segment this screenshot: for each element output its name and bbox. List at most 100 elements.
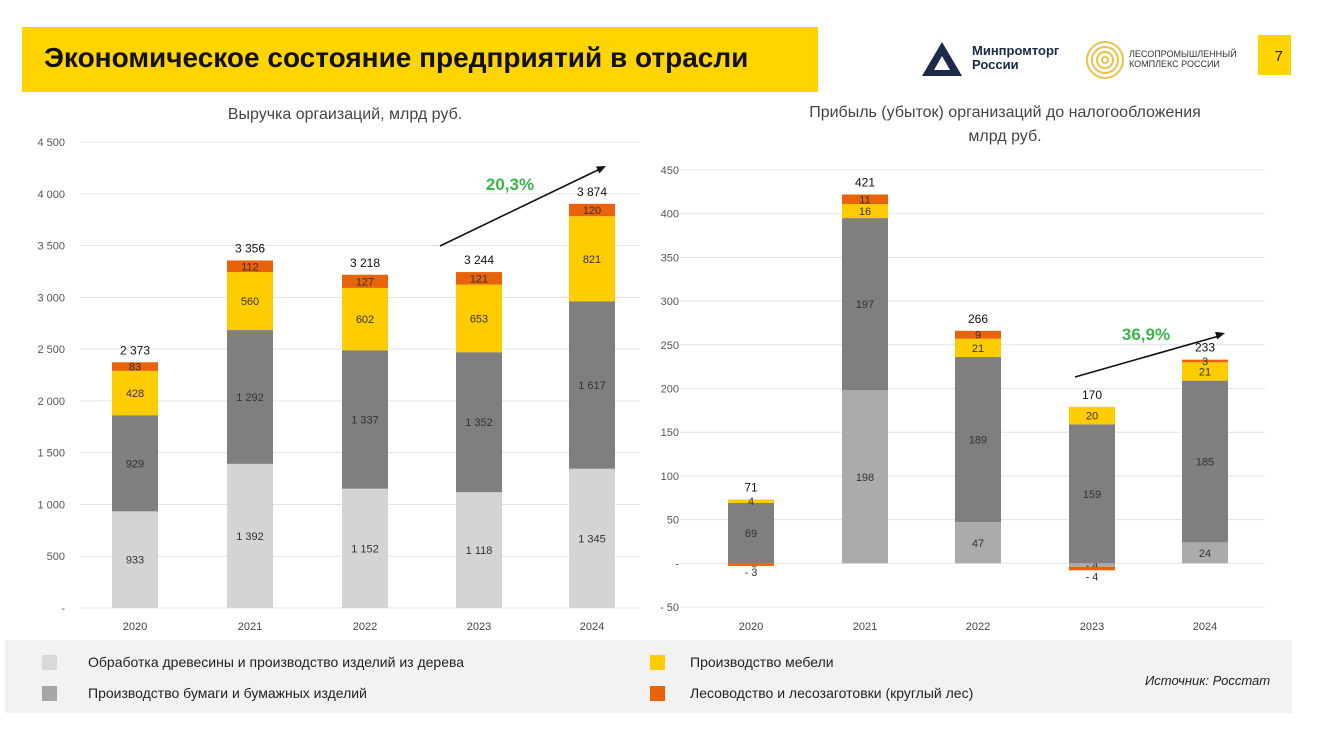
legend-swatch-forestry <box>650 686 665 701</box>
total-label: 3 218 <box>350 256 380 270</box>
logo-ministry-line1: Минпромторг <box>972 43 1060 58</box>
bar-segment <box>728 499 774 503</box>
bar-segment <box>1069 406 1115 425</box>
x-tick-label: 2024 <box>580 621 604 633</box>
bar-segment <box>842 390 888 564</box>
y-tick-label: 3 500 <box>37 241 65 253</box>
bar-segment <box>842 218 888 391</box>
segment-label: 1 118 <box>466 545 493 557</box>
y-tick-label: 1 500 <box>37 448 65 460</box>
x-tick-label: 2021 <box>238 621 262 633</box>
bar-segment <box>112 362 158 371</box>
segment-label: 929 <box>126 458 144 470</box>
y-tick-label: 4 000 <box>37 189 65 201</box>
bar-segment <box>842 194 888 205</box>
segment-label: 21 <box>1199 366 1211 378</box>
y-tick-label: 250 <box>661 340 679 352</box>
bar-segment <box>227 463 273 608</box>
bar-segment <box>456 352 502 493</box>
y-tick-label: 2 500 <box>37 344 65 356</box>
bar-segment <box>955 522 1001 564</box>
y-tick-label: 400 <box>661 209 679 221</box>
legend-swatch-paper <box>42 686 57 701</box>
y-tick-label: 1 000 <box>37 499 65 511</box>
bar-segment <box>1069 424 1115 564</box>
bar-segment <box>342 287 388 351</box>
segment-label: 3 <box>1202 356 1208 368</box>
revenue-chart-title: Выручка оргаизаций, млрд руб. <box>227 106 463 123</box>
segment-label: 1 392 <box>236 531 264 543</box>
bar-segment <box>227 272 273 331</box>
bar-segment <box>1182 359 1228 363</box>
bar-segment <box>955 357 1001 523</box>
bar-segment <box>342 350 388 489</box>
segment-label: 16 <box>859 206 871 218</box>
segment-label: 69 <box>745 528 757 540</box>
page-title: Экономическое состояние предприятий в от… <box>44 42 749 73</box>
x-tick-label: 2020 <box>123 621 147 633</box>
segment-label: 112 <box>241 261 259 273</box>
bar-segment <box>227 260 273 273</box>
profit-chart-title-line1: Прибыль (убыток) организаций до налогооб… <box>809 104 1201 121</box>
y-tick-label: 50 <box>667 515 679 527</box>
minpromtorg-triangle-icon <box>922 42 962 76</box>
bar-segment <box>569 216 615 302</box>
bar-segment <box>1182 362 1228 381</box>
x-tick-label: 2024 <box>1193 621 1217 633</box>
bar-segment <box>342 274 388 288</box>
growth-percent-label: 20,3% <box>486 175 534 194</box>
arrow-head-icon <box>596 166 606 174</box>
y-tick-label: 100 <box>661 471 679 483</box>
bar-segment <box>955 330 1001 339</box>
total-label: 266 <box>968 312 988 326</box>
bar-segment <box>569 301 615 469</box>
total-label: 3 356 <box>235 241 265 255</box>
segment-label: - 3 <box>745 567 758 579</box>
growth-arrow <box>439 168 601 247</box>
segment-label: 602 <box>356 314 374 326</box>
segment-label: 47 <box>972 538 984 550</box>
total-label: 71 <box>744 480 758 494</box>
bar-segment <box>112 511 158 608</box>
x-tick-label: 2020 <box>739 621 763 633</box>
profit-chart-title: Прибыль (убыток) организаций до налогооб… <box>740 101 1270 149</box>
total-label: 170 <box>1082 388 1102 402</box>
growth-arrow <box>1074 335 1220 378</box>
segment-label: 185 <box>1196 456 1214 468</box>
x-tick-label: 2023 <box>1080 621 1104 633</box>
segment-label: 9 <box>975 330 981 342</box>
y-tick-label: - <box>675 558 679 570</box>
x-tick-label: 2022 <box>353 621 377 633</box>
segment-label: 653 <box>470 313 488 325</box>
y-tick-label: 150 <box>661 427 679 439</box>
x-tick-label: 2022 <box>966 621 990 633</box>
bar-segment <box>1182 542 1228 564</box>
bar-segment <box>342 488 388 608</box>
segment-label: 1 617 <box>578 380 606 392</box>
legend-label-paper: Производство бумаги и бумажных изделий <box>88 685 367 701</box>
logo-ministry-line2: России <box>972 57 1019 72</box>
legend-label-furniture: Производство мебели <box>690 654 834 670</box>
segment-label: 933 <box>126 555 144 567</box>
y-tick-label: - 50 <box>660 602 679 614</box>
y-tick-label: 4 500 <box>37 137 65 149</box>
y-tick-label: 2 000 <box>37 396 65 408</box>
legend-swatch-wood <box>42 655 57 670</box>
segment-label: 560 <box>241 296 259 308</box>
y-tick-label: 450 <box>661 165 679 177</box>
segment-label: 11 <box>859 194 870 206</box>
bar-segment <box>842 204 888 219</box>
y-tick-label: 200 <box>661 384 679 396</box>
segment-label: 1 345 <box>578 533 606 545</box>
segment-label: 83 <box>129 362 141 374</box>
revenue-chart: - 500 1 000 1 500 2 000 2 500 3 000 3 500 4 000 4… <box>37 137 640 633</box>
total-label: 2 373 <box>120 343 150 357</box>
segment-label: 120 <box>583 205 601 217</box>
y-tick-label: 300 <box>661 296 679 308</box>
segment-label: - 4 <box>1086 571 1099 583</box>
bar-segment <box>456 284 502 353</box>
logo-complex-line1: ЛЕСОПРОМЫШЛЕННЫЙ <box>1129 49 1237 59</box>
segment-label: 1 337 <box>351 414 379 426</box>
segment-label: 428 <box>126 388 144 400</box>
